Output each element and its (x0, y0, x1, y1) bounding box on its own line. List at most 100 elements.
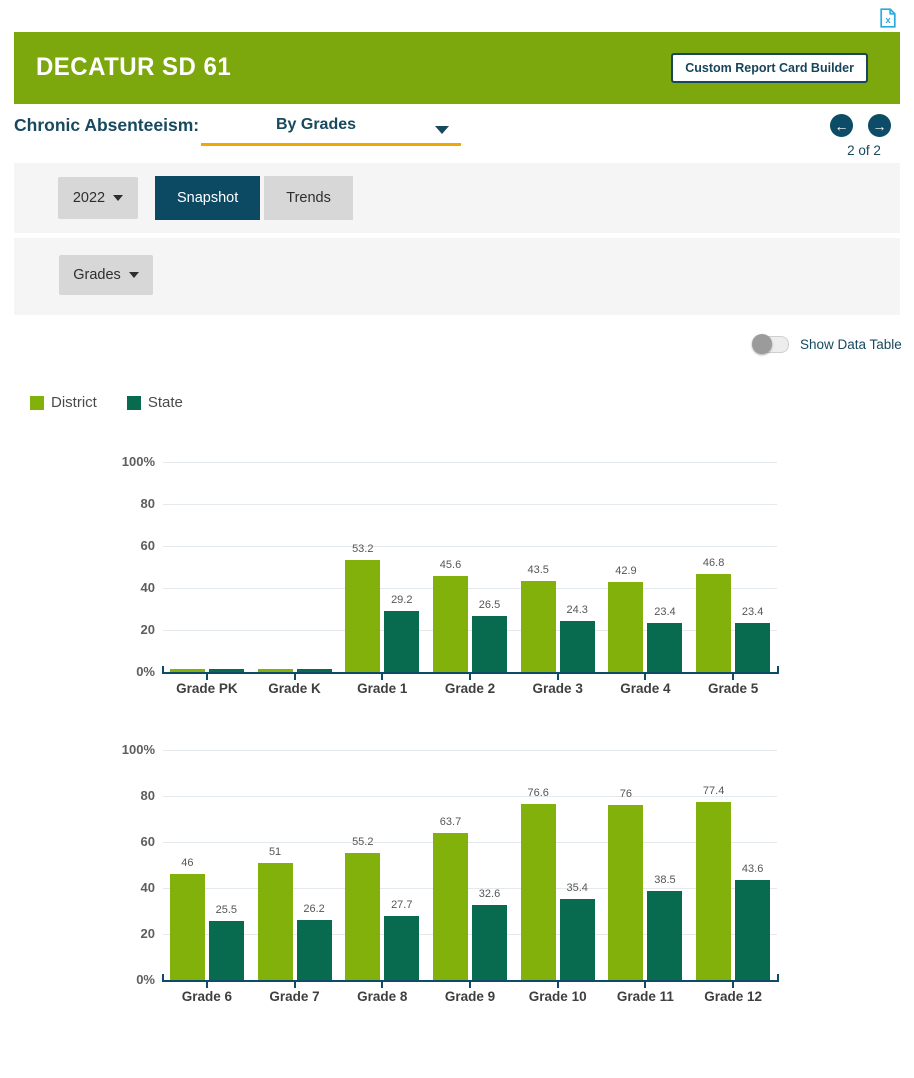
bar-value-label: 53.2 (352, 543, 374, 555)
bar-value-label: 63.7 (439, 816, 462, 828)
district-bar (608, 805, 644, 980)
svg-text:x: x (885, 15, 891, 26)
show-data-table-control: Show Data Table (752, 334, 902, 354)
tab-trends[interactable]: Trends (264, 176, 353, 220)
gridline (163, 462, 777, 463)
district-bar (257, 863, 293, 980)
chevron-down-icon (435, 126, 449, 134)
x-axis-end-tick (777, 666, 779, 674)
district-bar (169, 874, 205, 980)
x-axis-category-tick (381, 674, 384, 680)
district-bar (345, 560, 381, 672)
x-axis-category-tick (644, 982, 647, 988)
x-axis-category-tick (381, 982, 384, 988)
bar-value-label: 24.3 (566, 604, 588, 616)
x-axis-end-tick (162, 974, 164, 982)
chart-grades-pk-5: 100% 80 60 40 20 0% Grade PK Grade K Grade 1 53.2… (0, 440, 914, 712)
grades-dropdown-value: Grades (73, 267, 121, 283)
chart-legend: District State (30, 394, 183, 411)
district-bar (257, 669, 293, 672)
x-axis-category-tick (469, 982, 471, 988)
x-category-label: Grade 3 (532, 681, 583, 696)
y-axis-tick-label: 80 (140, 788, 155, 803)
state-bar (208, 921, 244, 980)
gridline (163, 588, 777, 589)
bar-value-label: 43.5 (527, 564, 549, 576)
x-axis-category-tick (732, 982, 735, 988)
state-bar (735, 880, 771, 980)
year-dropdown-value: 2022 (72, 190, 106, 206)
show-data-table-toggle[interactable] (752, 334, 789, 354)
x-category-label: Grade 9 (444, 989, 496, 1004)
gridline (163, 630, 777, 631)
district-bar (608, 582, 644, 672)
legend-item-state: State (126, 394, 183, 411)
bar-value-label: 25.5 (215, 904, 238, 916)
gridline (163, 546, 777, 547)
state-bar (559, 899, 595, 980)
state-bar (384, 916, 420, 980)
x-category-label: Grade 8 (357, 989, 408, 1004)
district-bar (345, 853, 381, 980)
next-page-button[interactable]: → (868, 114, 891, 137)
bar-value-label: 46 (181, 857, 194, 869)
tab-snapshot[interactable]: Snapshot (155, 176, 261, 220)
x-category-label: Grade 6 (181, 989, 232, 1004)
y-axis-tick-label: 20 (140, 926, 155, 941)
year-dropdown[interactable]: 2022 (58, 177, 138, 219)
view-tabs: Snapshot Trends (155, 176, 353, 220)
metric-view-dropdown[interactable]: By Grades (201, 110, 461, 146)
x-category-label: Grade 1 (357, 681, 408, 696)
x-axis-category-tick (205, 982, 208, 988)
legend-swatch-district (30, 395, 44, 410)
x-category-label: Grade 4 (620, 681, 671, 696)
state-bar (559, 621, 595, 672)
bar-value-label: 43.6 (741, 863, 764, 875)
bar-value-label: 76.6 (527, 787, 549, 799)
x-axis-line (163, 980, 779, 982)
y-axis-tick-label: 100% (121, 742, 155, 757)
gridline (163, 888, 777, 889)
y-axis-tick-label: 20 (140, 622, 155, 637)
district-bar (520, 804, 556, 980)
x-category-label: Grade 5 (707, 681, 759, 696)
controls-band-year: 2022 Snapshot Trends (14, 163, 900, 233)
chart-grades-6-12: 100% 80 60 40 20 0% Grade 6 46 25.5 Grade 7 51 26.2… (0, 728, 914, 1016)
state-bar (208, 669, 244, 672)
bar-value-label: 46.8 (702, 557, 725, 569)
y-axis-tick-label: 100% (121, 454, 155, 469)
page-indicator: 2 of 2 (847, 143, 881, 158)
bar-value-label: 55.2 (352, 836, 374, 848)
x-axis-line (163, 672, 779, 674)
toggle-knob (752, 334, 772, 354)
state-bar (296, 669, 332, 672)
x-axis-category-tick (469, 674, 471, 680)
x-axis-category-tick (556, 982, 559, 988)
arrow-left-icon: ← (834, 117, 849, 134)
bar-value-label: 51 (268, 846, 282, 858)
custom-report-card-builder-button[interactable]: Custom Report Card Builder (671, 53, 868, 83)
y-axis-tick-label: 80 (140, 496, 155, 511)
district-header-banner: DECATUR SD 61 Custom Report Card Builder (14, 32, 900, 104)
prev-page-button[interactable]: ← (830, 114, 853, 137)
x-axis-end-tick (162, 666, 164, 674)
legend-item-district: District (30, 394, 97, 411)
excel-download-icon[interactable]: x (880, 8, 896, 28)
chevron-down-icon (113, 195, 124, 201)
bar-value-label: 38.5 (654, 874, 676, 886)
gridline (163, 504, 777, 505)
show-data-table-label: Show Data Table (800, 337, 902, 352)
district-bar (696, 802, 732, 980)
district-bar (169, 669, 205, 672)
bar-value-label: 23.4 (741, 606, 764, 618)
grades-dropdown[interactable]: Grades (59, 255, 153, 295)
y-axis-tick-label: 40 (140, 880, 155, 895)
bar-value-label: 35.4 (566, 882, 588, 894)
state-bar (472, 905, 507, 980)
y-axis-tick-label: 0% (136, 664, 155, 679)
y-axis-tick-label: 0% (136, 972, 155, 987)
state-bar (472, 616, 507, 672)
y-axis-tick-label: 60 (140, 834, 155, 849)
district-name-title: DECATUR SD 61 (36, 52, 232, 81)
x-category-label: Grade 7 (269, 989, 320, 1004)
